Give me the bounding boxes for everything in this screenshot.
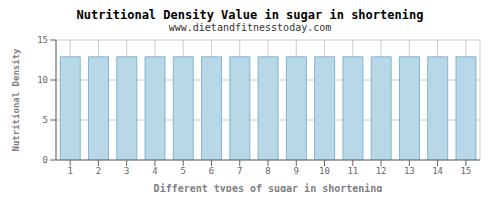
svg-text:8: 8 [265,166,270,176]
svg-text:10: 10 [319,166,330,176]
svg-text:10: 10 [37,75,48,85]
svg-text:13: 13 [404,166,415,176]
svg-text:1: 1 [67,166,72,176]
svg-text:Different types of sugar in sh: Different types of sugar in shortening [154,183,383,192]
svg-text:7: 7 [237,166,242,176]
svg-text:14: 14 [432,166,443,176]
svg-text:0: 0 [43,155,48,165]
svg-text:15: 15 [37,35,48,45]
svg-text:5: 5 [43,115,48,125]
html-text:Nutritional Density Value in s: Nutritional Density Value in sugar in sh… [76,8,424,22]
svg-text:4: 4 [152,166,157,176]
html-text:www.dietandfitnesstoday.com: www.dietandfitnesstoday.com [168,22,332,33]
svg-text:2: 2 [96,166,101,176]
svg-text:5: 5 [180,166,185,176]
svg-text:15: 15 [460,166,471,176]
svg-text:9: 9 [294,166,299,176]
svg-text:3: 3 [124,166,129,176]
svg-text:11: 11 [347,166,358,176]
svg-text:Nutritional Density: Nutritional Density [11,48,21,152]
svg-text:12: 12 [376,166,387,176]
svg-text:6: 6 [209,166,214,176]
